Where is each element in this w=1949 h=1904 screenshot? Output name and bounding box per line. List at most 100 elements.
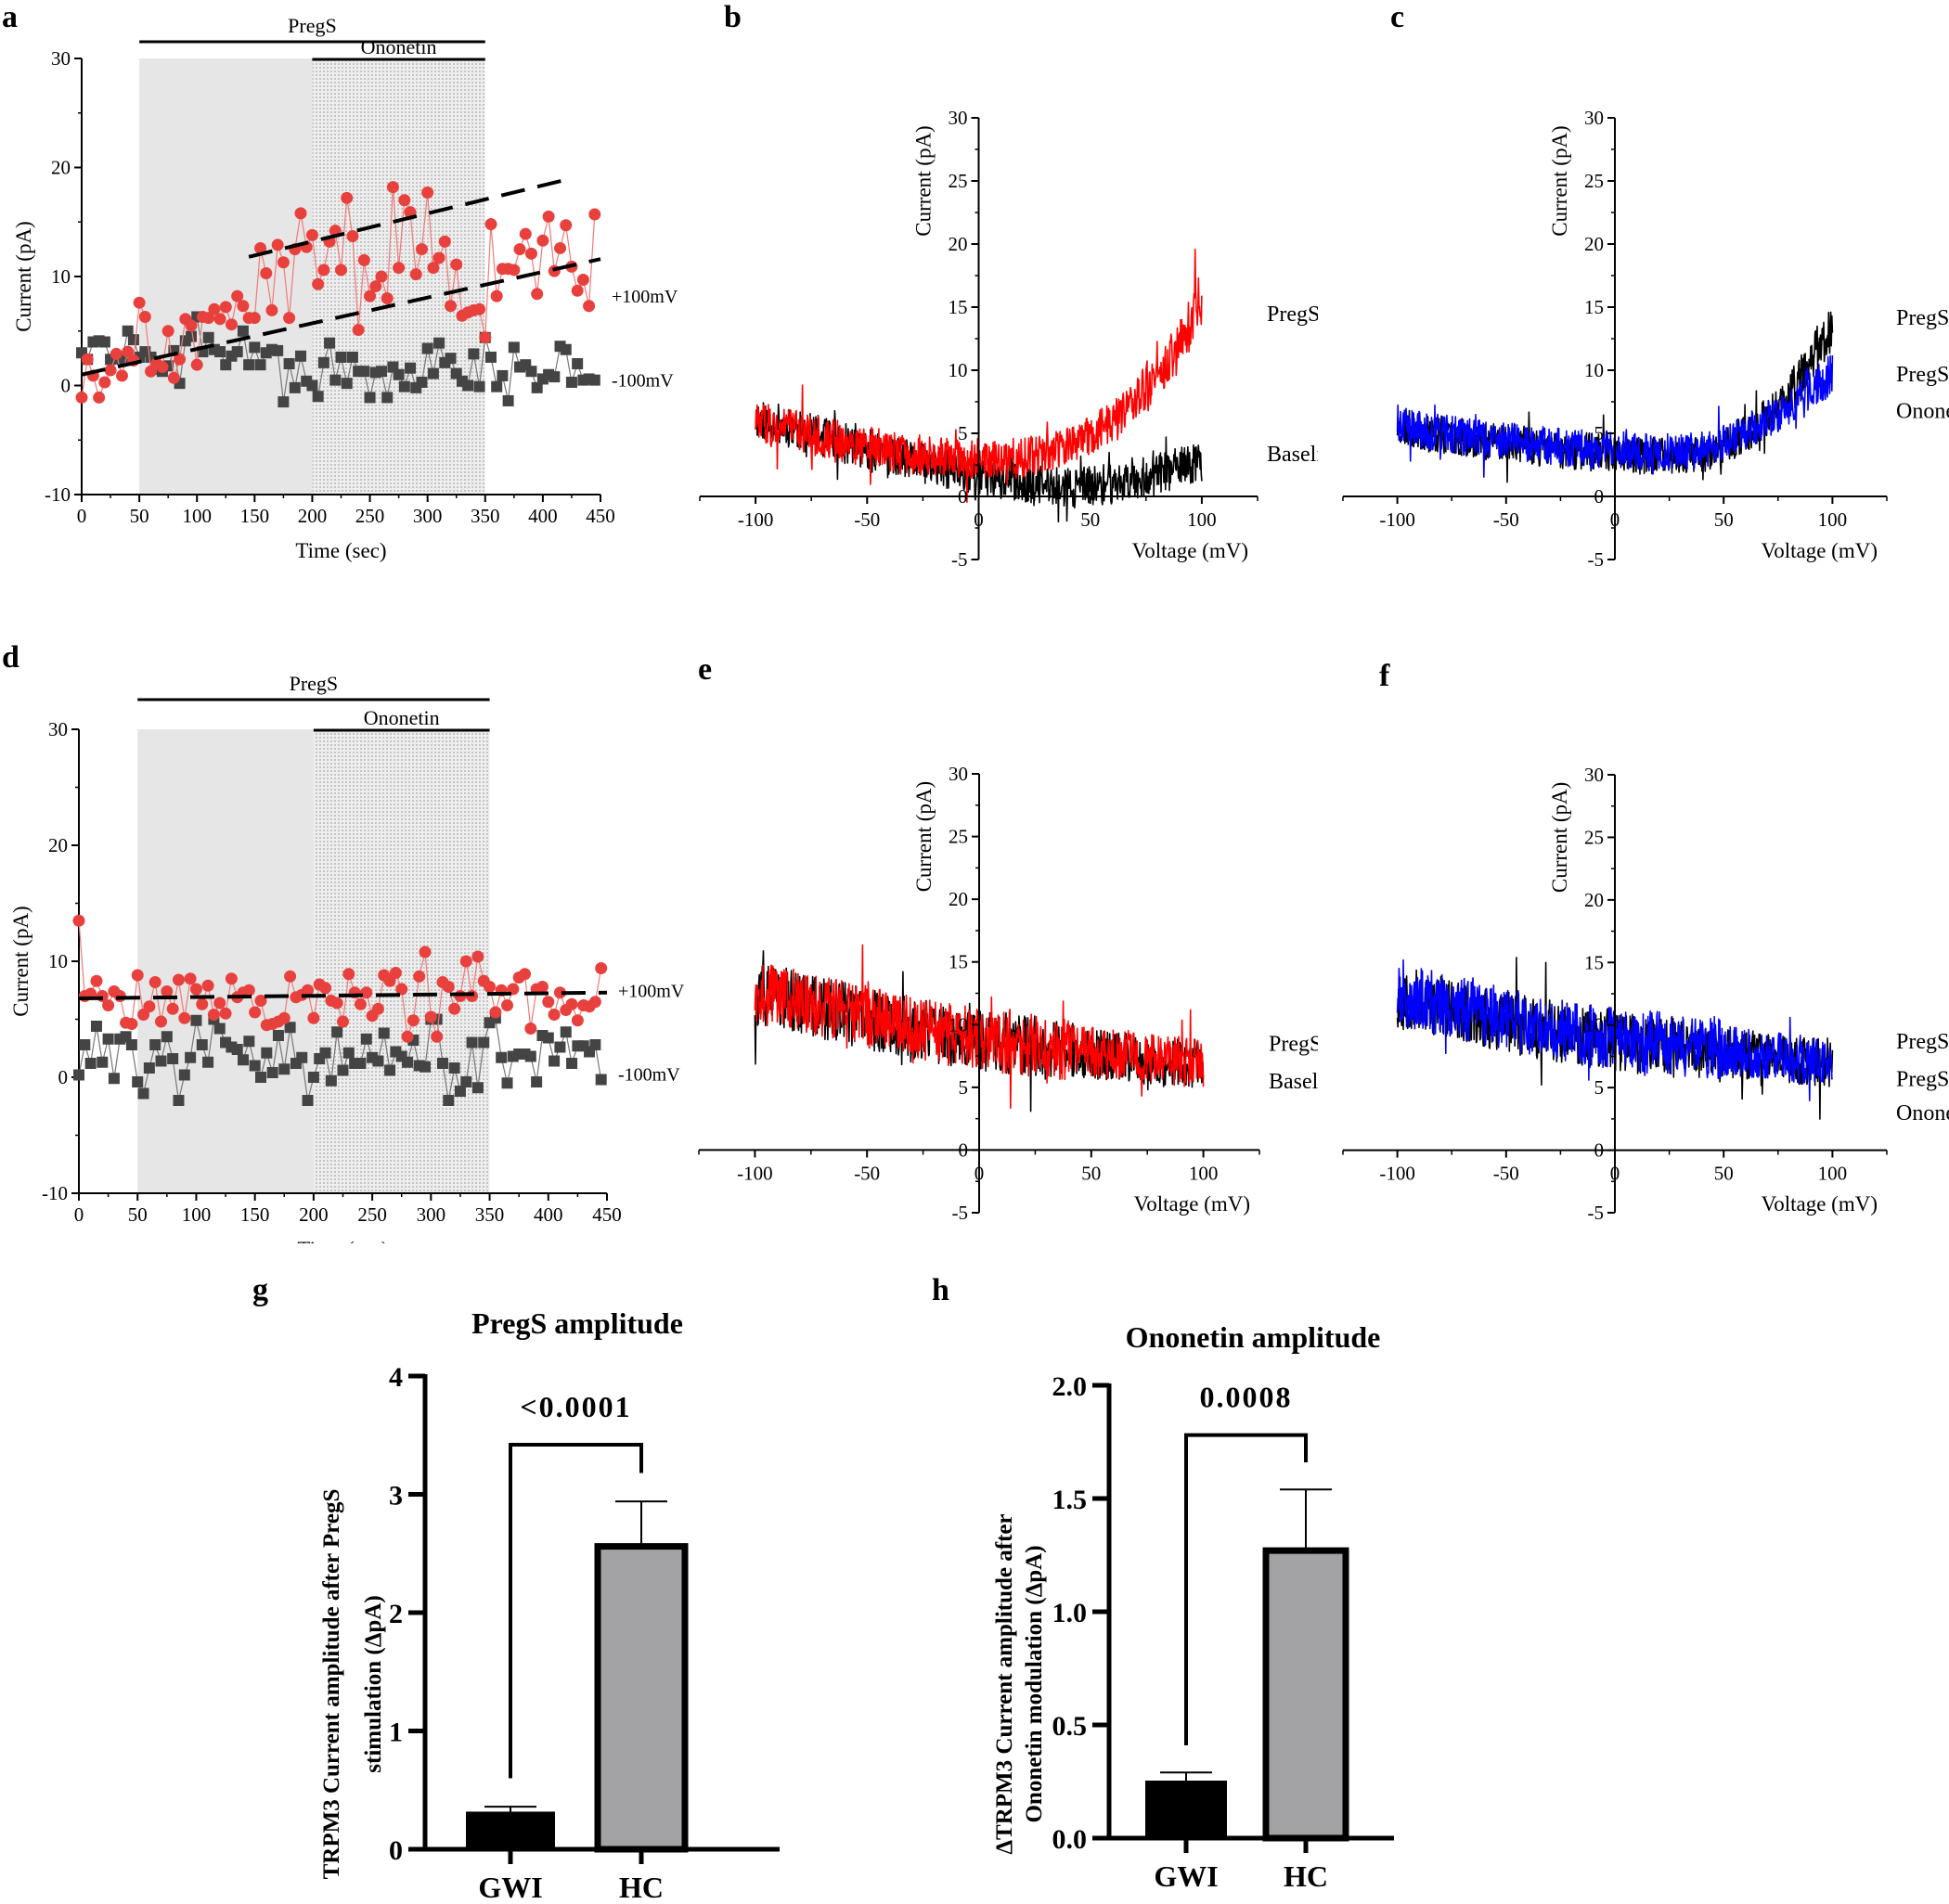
data-point-pos100mv [219,301,232,314]
x-tick-label: 250 [357,1203,387,1226]
trace-label: PregS [1896,306,1949,330]
data-point-neg100mv [445,353,457,365]
data-point-pos100mv [375,270,388,283]
data-point-pos100mv [190,358,203,371]
data-point-neg100mv [186,330,198,342]
data-point-neg100mv [202,1056,214,1068]
x-tick-label: 50 [1081,1162,1101,1184]
data-point-neg100mv [127,334,139,346]
panel-letter-e: e [698,652,713,687]
x-tick-label: 250 [355,505,385,527]
data-point-pos100mv [317,264,330,277]
x-tick-label: 300 [417,1203,446,1226]
y-tick-label: -5 [952,1202,969,1224]
series-label-pos100mv: +100mV [618,981,685,1001]
data-point-neg100mv [378,1027,390,1039]
x-tick-label: 100 [182,505,212,527]
data-point-pos100mv [431,1030,444,1043]
x-axis-label: Voltage (mV) [1762,1192,1878,1216]
data-point-pos100mv [237,300,250,313]
y-tick-label: 0 [959,1139,969,1161]
data-point-neg100mv [289,381,301,393]
x-tick-label-hc: HC [1284,1859,1328,1893]
data-point-neg100mv [108,1073,120,1085]
y-axis-label-line2: stimulation (ΔpA) [361,1595,386,1772]
y-tick-label: 2.0 [1052,1371,1088,1402]
pos-trend-dashed-line [248,176,573,259]
data-point-pos100mv [201,979,214,992]
series-label-neg100mv: -100mV [612,371,674,392]
data-point-pos100mv [369,280,382,293]
data-point-neg100mv [372,1055,384,1067]
data-point-pos100mv [357,253,370,266]
data-point-neg100mv [329,374,342,386]
data-point-pos100mv [172,973,185,986]
x-tick-label-gwi: GWI [478,1871,542,1904]
x-tick-label: -100 [738,508,774,531]
ononetin-treatment-label: Ononetin [361,35,437,58]
data-point-pos100mv [354,997,367,1010]
ononetin-shaded-region [312,58,485,495]
pregs-treatment-label: PregS [288,14,337,37]
trace-label: Baseline [1267,443,1318,467]
x-tick-label: 0 [77,505,87,527]
y-tick-label: 10 [1584,359,1604,381]
data-point-neg100mv [283,358,295,369]
data-point-pos100mv [90,974,103,987]
x-axis-label: Voltage (mV) [1134,1192,1250,1216]
data-point-pos100mv [553,986,566,999]
data-point-neg100mv [202,331,214,343]
data-point-pos100mv [352,324,365,337]
data-point-pos100mv [93,391,106,404]
data-point-neg100mv [84,1058,97,1069]
data-point-pos100mv [242,984,255,997]
y-axis-label: Current (pA) [12,221,35,331]
data-point-pos100mv [178,1011,191,1024]
data-point-pos100mv [122,345,135,358]
data-point-neg100mv [296,1051,308,1063]
y-tick-label: 30 [51,47,71,70]
data-point-pos100mv [254,995,267,1007]
y-tick-label: 30 [949,763,968,785]
x-tick-label: 0 [74,1203,84,1226]
y-tick-label: 20 [48,834,68,856]
data-point-pos100mv [271,238,284,251]
y-tick-label: 5 [1594,1076,1605,1099]
data-point-pos100mv [519,227,532,240]
data-point-neg100mv [549,1055,561,1067]
data-point-pos100mv [571,284,584,297]
data-point-neg100mv [295,350,307,362]
panel-letter-c: c [1390,0,1405,34]
pregs-shaded-region [139,58,313,495]
panel-letter-a: a [2,0,18,34]
data-point-pos100mv [104,364,117,377]
data-point-pos100mv [81,353,94,366]
data-point-pos100mv [75,391,88,404]
data-point-neg100mv [254,359,266,371]
y-tick-label: 20 [949,888,968,910]
data-point-neg100mv [278,1063,290,1075]
data-point-neg100mv [266,1067,278,1078]
x-tick-label: 0 [974,1162,985,1184]
data-point-neg100mv [125,1039,137,1050]
data-point-neg100mv [90,1021,102,1032]
x-tick-label: 100 [1818,1163,1848,1185]
data-point-neg100mv [375,366,387,378]
data-point-pos100mv [305,228,318,241]
data-point-neg100mv [398,380,410,392]
y-tick-label: 0 [389,1835,403,1866]
data-point-neg100mv [524,1050,536,1062]
x-tick-label: 400 [534,1203,563,1226]
y-tick-label: 0.0 [1052,1824,1088,1855]
data-point-pos100mv [409,268,422,281]
data-point-pos100mv [196,997,209,1010]
data-point-pos100mv [484,981,497,993]
data-point-pos100mv [588,996,601,1009]
y-tick-label: 30 [1584,107,1604,129]
data-point-neg100mv [302,1095,314,1106]
x-tick-label: 0 [974,508,984,531]
panel-letter-g: g [252,1273,268,1307]
data-point-pos100mv [167,371,180,384]
data-point-neg100mv [478,1036,490,1048]
